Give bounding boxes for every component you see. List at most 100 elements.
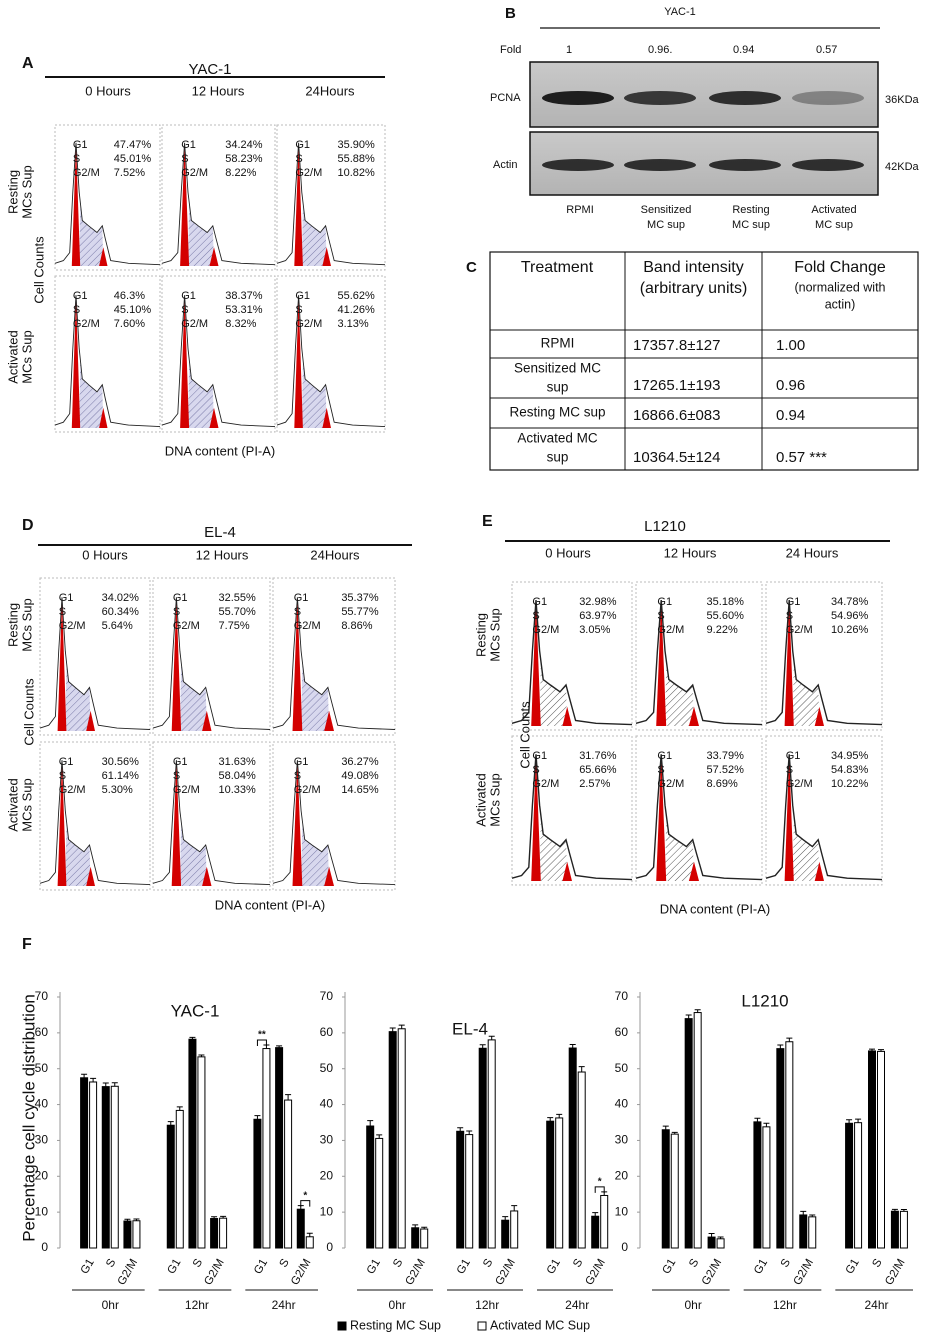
error-bar — [211, 1216, 218, 1219]
phase-label: S — [532, 764, 539, 776]
bar — [388, 1031, 397, 1249]
blot-size-label: 42KDa — [885, 161, 920, 173]
y-tick-label: 40 — [615, 1097, 629, 1111]
error-bar — [878, 1049, 884, 1052]
legend-swatch — [337, 1321, 347, 1331]
g2m-peak — [209, 407, 219, 428]
phase-label: S — [59, 606, 66, 618]
bar — [868, 1050, 876, 1249]
phase-label: S — [73, 304, 80, 316]
x-axis-label: DNA content (PI-A) — [215, 897, 326, 912]
lane-label: MC sup — [647, 219, 685, 231]
bar — [854, 1122, 863, 1249]
histogram-outline — [152, 760, 271, 886]
table-header: Treatment — [521, 259, 594, 276]
error-bar — [855, 1118, 862, 1123]
phase-percent: 65.66% — [579, 764, 617, 776]
g1-peak — [71, 142, 81, 266]
error-bar — [421, 1226, 428, 1229]
phase-percent: 55.88% — [337, 153, 375, 165]
bar — [546, 1120, 555, 1249]
error-bar — [111, 1082, 118, 1087]
error-bar — [502, 1216, 509, 1221]
bar — [188, 1038, 197, 1249]
y-tick-label: 40 — [320, 1097, 334, 1111]
s-phase-area — [539, 664, 568, 726]
g1-peak — [180, 142, 190, 266]
table-cell: RPMI — [541, 336, 575, 351]
x-tick-label: G1 — [365, 1257, 383, 1276]
g2m-peak — [562, 861, 572, 881]
fold-label: Fold — [500, 44, 521, 56]
error-bar — [457, 1127, 464, 1132]
x-tick-label: G1 — [165, 1257, 183, 1276]
s-phase-area — [665, 819, 694, 881]
phase-percent: 34.02% — [102, 592, 140, 604]
s-phase-area — [65, 824, 91, 886]
g2m-peak — [324, 866, 334, 886]
phase-label: S — [73, 153, 80, 165]
blot-band — [792, 91, 864, 105]
histogram-frame — [161, 124, 276, 271]
y-tick-label: 20 — [320, 1168, 334, 1182]
g2m-peak — [814, 861, 824, 881]
x-tick-label: S — [391, 1257, 405, 1270]
chart-title: L1210 — [741, 991, 788, 1010]
y-tick-label: 10 — [320, 1204, 334, 1218]
phase-percent: 7.60% — [114, 318, 145, 330]
y-tick-label: 50 — [320, 1061, 334, 1075]
y-tick-label: 60 — [35, 1025, 49, 1039]
s-phase-area — [301, 665, 330, 731]
chart-title: EL-4 — [452, 1019, 488, 1038]
error-bar — [398, 1024, 405, 1029]
panel-title: L1210 — [644, 518, 686, 535]
g1-peak — [656, 600, 667, 726]
chart-title: YAC-1 — [171, 1001, 220, 1020]
bar — [166, 1124, 175, 1249]
histogram-outline — [152, 597, 271, 730]
y-axis-label: Cell Counts — [31, 236, 46, 304]
significance-bracket — [300, 1200, 311, 1207]
phase-label: S — [532, 610, 539, 622]
error-bar — [81, 1073, 88, 1078]
phase-percent: 54.96% — [831, 610, 869, 622]
bar — [89, 1081, 98, 1249]
s-phase-area — [188, 363, 214, 428]
g2m-peak — [99, 407, 108, 428]
histogram-frame — [272, 577, 396, 736]
phase-label: G2/M — [173, 784, 200, 796]
fold-value: 0.57 — [816, 44, 837, 56]
histogram-frame — [161, 275, 276, 433]
lane-label: Activated — [811, 204, 856, 216]
phase-label: G1 — [294, 756, 309, 768]
legend-label: Activated MC Sup — [490, 1318, 590, 1332]
table-cell: Resting MC sup — [509, 405, 605, 420]
bar — [877, 1050, 885, 1249]
y-tick-label: 20 — [35, 1168, 49, 1182]
x-tick-label: G1 — [79, 1257, 97, 1276]
g2m-peak — [202, 866, 212, 886]
g2m-peak — [688, 861, 699, 881]
phase-label: G1 — [532, 596, 547, 608]
x-tick-label: G2/M — [493, 1257, 517, 1287]
bar — [123, 1220, 132, 1249]
phase-label: S — [657, 764, 664, 776]
g2m-peak — [322, 407, 331, 428]
table-cell: 10364.5±124 — [633, 449, 720, 466]
phase-percent: 35.18% — [707, 596, 745, 608]
bar — [110, 1085, 119, 1249]
y-tick-label: 0 — [621, 1240, 628, 1254]
s-phase-area — [301, 824, 330, 886]
phase-label: S — [295, 304, 302, 316]
bar — [375, 1137, 384, 1249]
bar — [397, 1028, 406, 1249]
row-label: Resting — [5, 603, 20, 647]
y-tick-label: 60 — [320, 1025, 334, 1039]
g1-peak — [180, 295, 190, 428]
bar — [487, 1039, 496, 1249]
x-tick-label: G1 — [455, 1257, 473, 1276]
row-label: MCs Sup — [19, 330, 34, 383]
histogram-outline — [272, 597, 396, 730]
g2m-peak — [209, 247, 219, 266]
bar — [661, 1129, 670, 1249]
